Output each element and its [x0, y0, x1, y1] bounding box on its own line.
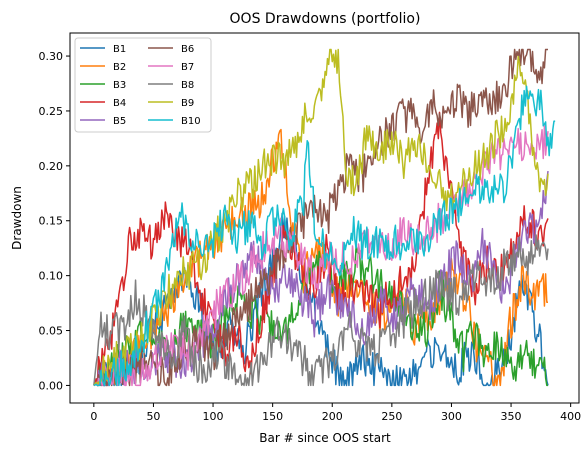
x-tick-label: 0: [90, 410, 97, 423]
series-lines: [93, 48, 556, 387]
chart-title: OOS Drawdowns (portfolio): [230, 11, 421, 27]
legend: B1 B2 B3 B4 B5 B6 B7 B8 B9 B10: [74, 37, 212, 133]
y-tick-label: 0.25: [39, 105, 64, 118]
y-tick-label: 0.05: [39, 325, 64, 338]
legend-label-B6: B6: [181, 44, 194, 55]
x-tick-label: 250: [381, 410, 402, 423]
x-tick-label: 400: [560, 410, 581, 423]
x-tick-label: 100: [203, 410, 224, 423]
y-axis-label: Drawdown: [10, 186, 24, 250]
plot-frame: [69, 32, 580, 404]
legend-label-B9: B9: [181, 98, 194, 109]
series-line-B10: [93, 85, 556, 387]
legend-label-B1: B1: [113, 44, 126, 55]
series-line-B8: [93, 234, 549, 387]
x-tick-label: 150: [262, 410, 283, 423]
x-axis-ticks: 0 50 100 150 200 250 300 350 400: [90, 403, 581, 423]
legend-label-B5: B5: [113, 116, 126, 127]
y-tick-label: 0.20: [39, 160, 64, 173]
series-line-B5: [93, 170, 549, 387]
legend-label-B10: B10: [181, 116, 201, 127]
y-tick-label: 0.10: [39, 270, 64, 283]
y-tick-label: 0.15: [39, 215, 64, 228]
legend-label-B8: B8: [181, 80, 194, 91]
x-tick-label: 200: [322, 410, 343, 423]
x-tick-label: 50: [146, 410, 160, 423]
legend-label-B2: B2: [113, 62, 126, 73]
y-axis-ticks: 0.00 0.05 0.10 0.15 0.20 0.25 0.30: [39, 50, 70, 392]
legend-box: [74, 37, 212, 133]
legend-label-B3: B3: [113, 80, 126, 91]
legend-label-B7: B7: [181, 62, 194, 73]
x-tick-label: 350: [501, 410, 522, 423]
legend-label-B4: B4: [113, 98, 126, 109]
x-tick-label: 300: [441, 410, 462, 423]
x-axis-label: Bar # since OOS start: [259, 431, 391, 445]
series-line-B9: [93, 48, 549, 386]
series-line-B6: [93, 48, 549, 387]
y-tick-label: 0.00: [39, 379, 64, 392]
y-tick-label: 0.30: [39, 50, 64, 63]
